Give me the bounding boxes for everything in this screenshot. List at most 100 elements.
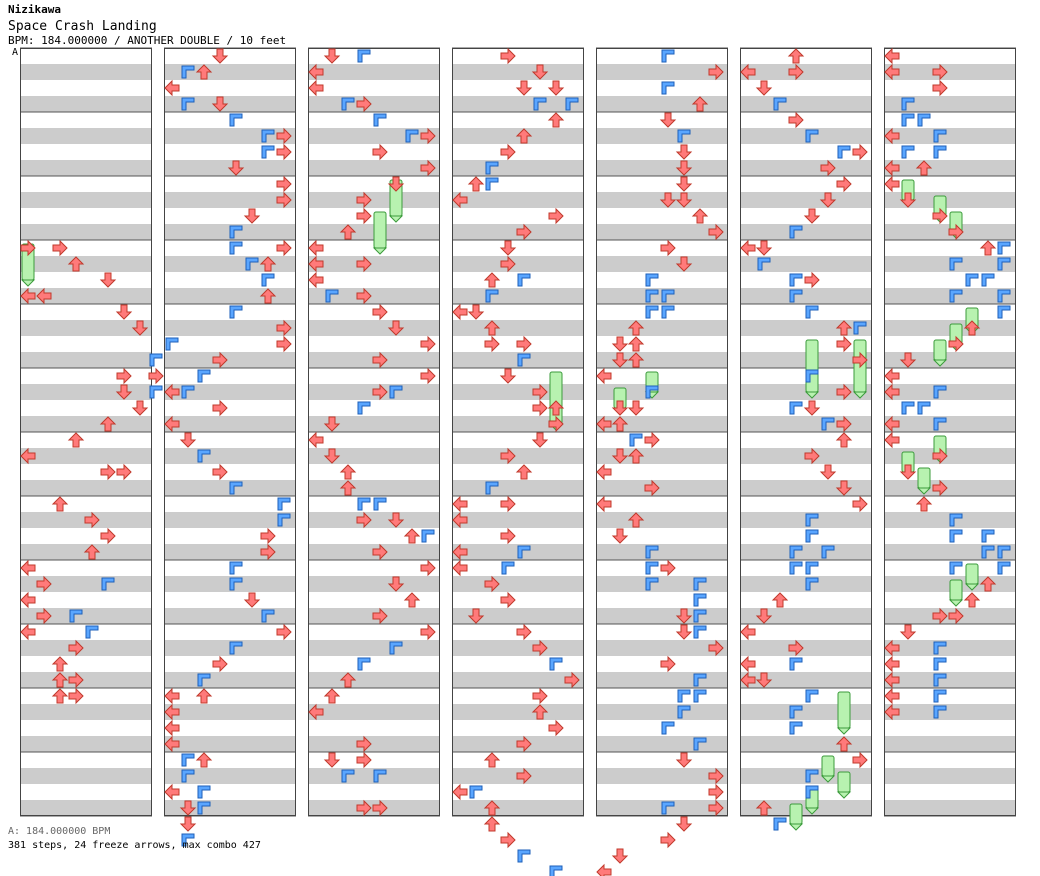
column-border: [20, 48, 152, 816]
stripe-band: [164, 96, 296, 112]
step-arrow-r: [516, 335, 532, 353]
step-arrow-u: [979, 240, 997, 256]
step-arrow-r: [276, 143, 292, 161]
stripe-band: [596, 320, 728, 336]
step-arrow-l: [452, 511, 468, 529]
step-arrow-l: [884, 175, 900, 193]
step-arrow-diagonal: [165, 337, 179, 351]
step-arrow-r: [660, 239, 676, 257]
step-arrow-diagonal: [933, 673, 947, 687]
step-arrow-diagonal: [501, 561, 515, 575]
step-arrow-u: [195, 64, 213, 80]
step-arrow-u: [611, 416, 629, 432]
step-arrow-r: [100, 463, 116, 481]
step-arrow-l: [20, 287, 36, 305]
step-arrow-diagonal: [661, 801, 675, 815]
step-arrow-r: [548, 207, 564, 225]
column-border: [452, 48, 584, 816]
step-arrow-r: [276, 335, 292, 353]
step-arrow-diagonal: [933, 145, 947, 159]
step-arrow-u: [627, 352, 645, 368]
freeze-arrow: [789, 803, 803, 825]
step-arrow-l: [452, 783, 468, 801]
bpm-legend: A: 184.000000 BPM: [8, 826, 111, 837]
stripe-band: [164, 704, 296, 720]
step-arrow-r: [356, 735, 372, 753]
step-arrow-diagonal: [901, 97, 915, 111]
step-arrow-diagonal: [693, 577, 707, 591]
step-arrow-diagonal: [805, 689, 819, 703]
stripe-band: [452, 704, 584, 720]
step-arrow-u: [483, 752, 501, 768]
step-arrow-l: [308, 63, 324, 81]
step-arrow-r: [212, 399, 228, 417]
stripe-band: [20, 576, 152, 592]
step-arrow-diagonal: [373, 497, 387, 511]
step-arrow-u: [195, 752, 213, 768]
step-arrow-diagonal: [517, 545, 531, 559]
step-arrow-u: [483, 800, 501, 816]
step-arrow-r: [500, 831, 516, 849]
stripe-band: [308, 704, 440, 720]
step-arrow-diagonal: [917, 401, 931, 415]
step-arrow-diagonal: [677, 689, 691, 703]
stripe-band: [884, 160, 1016, 176]
step-arrow-u: [67, 432, 85, 448]
step-arrow-diagonal: [357, 49, 371, 63]
freeze-tail: [372, 247, 388, 255]
step-arrow-d: [675, 608, 693, 624]
chart-column-1: [20, 47, 179, 817]
step-arrow-r: [500, 255, 516, 273]
step-arrow-r: [276, 175, 292, 193]
step-arrow-diagonal: [661, 81, 675, 95]
stripe-band: [740, 672, 872, 688]
step-arrow-u: [627, 512, 645, 528]
stripe-band: [20, 192, 152, 208]
stripe-band: [452, 480, 584, 496]
stripe-band: [20, 480, 152, 496]
step-arrow-diagonal: [85, 625, 99, 639]
step-arrow-r: [804, 271, 820, 289]
step-arrow-diagonal: [837, 145, 851, 159]
step-arrow-d: [211, 96, 229, 112]
stripe-band: [596, 608, 728, 624]
step-arrow-d: [243, 208, 261, 224]
stripe-band: [740, 320, 872, 336]
step-arrow-r: [836, 415, 852, 433]
step-arrow-r: [36, 575, 52, 593]
step-arrow-d: [611, 528, 629, 544]
step-arrow-l: [596, 367, 612, 385]
stripe-band: [884, 544, 1016, 560]
step-arrow-d: [819, 192, 837, 208]
stripe-band: [164, 288, 296, 304]
step-arrow-diagonal: [197, 785, 211, 799]
step-arrow-d: [899, 352, 917, 368]
step-arrow-l: [20, 591, 36, 609]
step-arrow-r: [820, 159, 836, 177]
step-arrow-u: [339, 224, 357, 240]
step-arrow-diagonal: [693, 673, 707, 687]
stripe-band: [596, 448, 728, 464]
stripe-band: [164, 64, 296, 80]
step-arrow-l: [308, 239, 324, 257]
step-arrow-diagonal: [421, 529, 435, 543]
step-arrow-r: [836, 383, 852, 401]
step-arrow-r: [708, 767, 724, 785]
step-arrow-diagonal: [965, 273, 979, 287]
step-arrow-r: [276, 319, 292, 337]
step-arrow-u: [195, 688, 213, 704]
step-arrow-d: [99, 272, 117, 288]
stripe-band: [740, 288, 872, 304]
freeze-arrow: [837, 771, 851, 793]
stripe-band: [20, 256, 152, 272]
step-arrow-diagonal: [661, 305, 675, 319]
stripe-band: [20, 640, 152, 656]
freeze-tail: [804, 391, 820, 399]
step-arrow-u: [755, 800, 773, 816]
column-border: [596, 48, 728, 816]
step-arrow-d: [899, 464, 917, 480]
step-arrow-r: [644, 479, 660, 497]
stripe-band: [596, 480, 728, 496]
step-arrow-r: [836, 175, 852, 193]
step-arrow-diagonal: [997, 257, 1011, 271]
